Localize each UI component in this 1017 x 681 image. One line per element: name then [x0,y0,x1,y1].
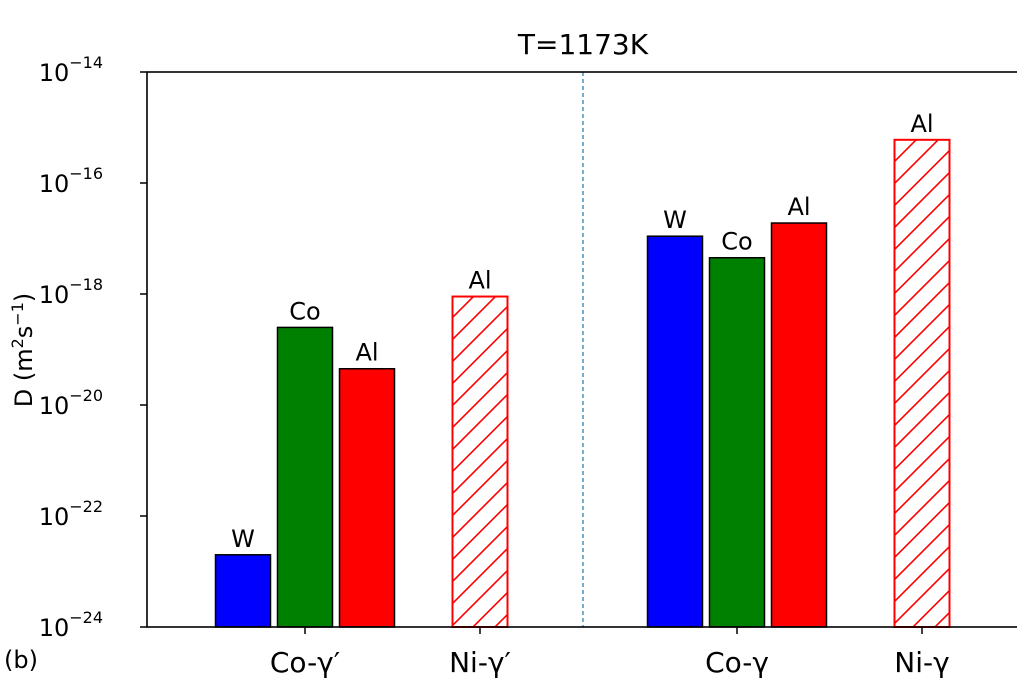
y-axis-label: D (m2s−1) [8,293,38,408]
x-tick-label: Co-γ [705,646,769,679]
y-tick-label: 10−18 [39,275,103,309]
bar-2-al [770,222,828,628]
panel-label: (b) [4,646,38,674]
chart-title: T=1173K [517,28,649,61]
bar-2-co [708,256,766,628]
y-tick-label: 10−24 [39,608,103,642]
bar-data-label: W [663,206,687,234]
bar-data-label: Al [468,267,491,295]
y-tick-label: 10−14 [39,53,103,87]
x-tick-label: Ni-γ′ [449,646,511,679]
bar-2-w [646,235,704,628]
bar-3-al [893,138,951,629]
x-axis: Co-γ′ Ni-γ′ Co-γ Ni-γ [270,627,950,679]
bar-0-al [338,367,396,628]
bar-data-label: Co [289,297,320,325]
bar-data-label: Co [721,228,752,256]
x-tick-label: Ni-γ [894,646,949,679]
bar-1-al [451,295,509,628]
bar-0-co [276,326,334,628]
bar-data-label: Al [355,339,378,367]
bar-data-label: Al [787,193,810,221]
bar-0-w [214,554,272,628]
y-tick-label: 10−22 [39,497,103,531]
y-tick-label: 10−20 [39,386,103,420]
bars-layer [214,138,951,629]
bar-data-label: Al [910,110,933,138]
bar-data-label: W [231,525,255,553]
bar-labels-layer: W Co Al Al W Co Al Al [231,110,933,553]
y-axis: 10−24 10−22 10−20 10−18 10−16 10−14 [39,53,147,642]
x-tick-label: Co-γ′ [270,646,340,679]
y-tick-label: 10−16 [39,164,103,198]
plot-frame [146,71,1017,628]
